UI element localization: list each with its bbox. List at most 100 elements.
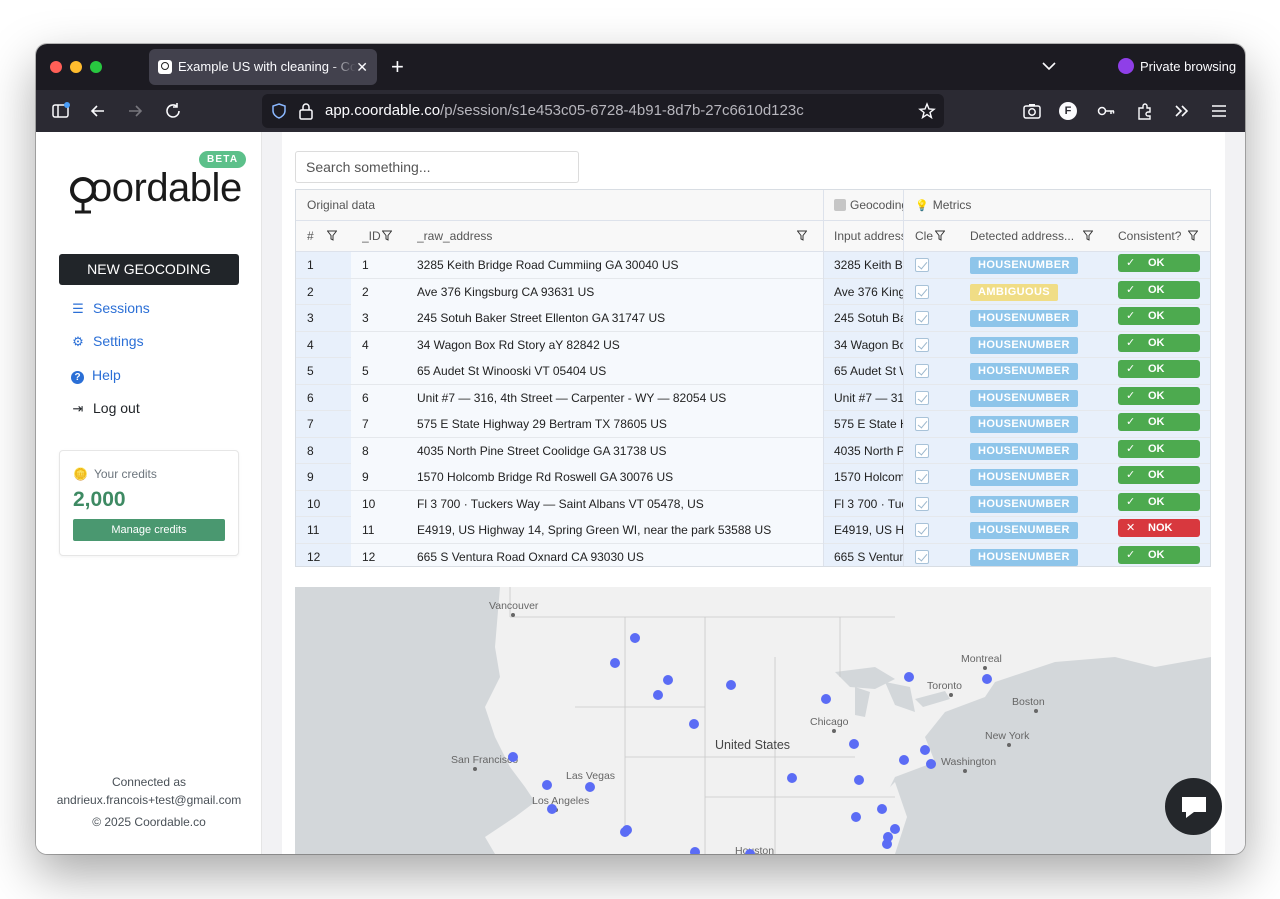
geocoded-marker[interactable] <box>653 690 663 700</box>
account-avatar-icon[interactable]: F <box>1059 102 1077 120</box>
tab-close-icon[interactable]: ✕ <box>356 59 368 75</box>
geocoded-marker[interactable] <box>610 658 620 668</box>
cleaned-checkbox[interactable] <box>915 364 929 378</box>
cleaned-checkbox[interactable] <box>915 311 929 325</box>
table-row[interactable]: 3 3 245 Sotuh Baker Street Ellenton GA 317… <box>296 305 1210 332</box>
col-header-consistent[interactable]: Consistent? <box>1118 229 1182 243</box>
chevron-down-icon[interactable] <box>1040 57 1058 75</box>
cell-input-address: 245 Sotuh Baker Street Ellenton GA 31747… <box>834 311 904 325</box>
sidebar-item-logout[interactable]: ⇥ Log out <box>72 400 140 416</box>
consistency-badge: ✓ OK <box>1118 386 1200 405</box>
bookmark-star-icon[interactable] <box>918 102 936 120</box>
table-row[interactable]: 7 7 575 E State Highway 29 Bertram TX 7860… <box>296 411 1210 438</box>
zoom-window-button[interactable] <box>90 61 102 73</box>
sidebar-item-help[interactable]: ? Help <box>71 367 121 384</box>
geocoded-marker[interactable] <box>547 804 557 814</box>
new-tab-button[interactable]: + <box>391 54 404 79</box>
geocoded-marker[interactable] <box>622 825 632 835</box>
lock-icon[interactable] <box>298 102 314 120</box>
filter-icon[interactable] <box>797 230 807 241</box>
filter-icon[interactable] <box>1083 230 1093 241</box>
table-row[interactable]: 10 10 Fl 3 700 · Tuckers Way — Saint Alban… <box>296 490 1210 517</box>
group-geocoding[interactable]: Geocoding <box>834 190 904 221</box>
geocoded-marker[interactable] <box>920 745 930 755</box>
geocoded-marker[interactable] <box>542 780 552 790</box>
back-icon[interactable] <box>87 100 109 122</box>
check-icon: ✓ <box>1126 363 1136 375</box>
cleaned-checkbox[interactable] <box>915 337 929 352</box>
geocoded-marker[interactable] <box>849 739 859 749</box>
geocoded-marker[interactable] <box>926 759 936 769</box>
reload-icon[interactable] <box>162 100 184 122</box>
geocoded-marker[interactable] <box>890 824 900 834</box>
cleaned-checkbox[interactable] <box>915 258 929 272</box>
key-icon[interactable] <box>1095 100 1117 122</box>
minimize-window-button[interactable] <box>70 61 82 73</box>
close-window-button[interactable] <box>50 61 62 73</box>
screenshot-icon[interactable] <box>1021 100 1043 122</box>
search-input[interactable]: Search something... <box>295 151 579 183</box>
filter-icon[interactable] <box>327 230 337 241</box>
geocoded-marker[interactable] <box>877 804 887 814</box>
col-header-raw-address[interactable]: _raw_address <box>417 229 493 243</box>
geocoded-marker[interactable] <box>821 694 831 704</box>
table-row[interactable]: 9 9 1570 Holcomb Bridge Rd Roswell GA 3007… <box>296 464 1210 491</box>
geocoded-marker[interactable] <box>585 782 595 792</box>
shield-icon[interactable] <box>270 102 288 120</box>
cleaned-checkbox[interactable] <box>915 496 929 511</box>
table-row[interactable]: 8 8 4035 North Pine Street Coolidge GA 317… <box>296 437 1210 464</box>
geocoded-marker[interactable] <box>854 775 864 785</box>
geocoded-marker[interactable] <box>630 633 640 643</box>
geocoded-marker[interactable] <box>663 675 673 685</box>
geocoded-marker[interactable] <box>982 674 992 684</box>
filter-icon[interactable] <box>1188 230 1198 241</box>
table-row[interactable]: 2 2 Ave 376 Kingsburg CA 93631 US Ave 376 K… <box>296 278 1210 305</box>
browser-tab[interactable]: Example US with cleaning - Coordable ✕ <box>149 49 377 85</box>
more-tools-icon[interactable] <box>1171 100 1193 122</box>
geocoded-marker[interactable] <box>508 752 518 762</box>
extensions-icon[interactable] <box>1134 100 1156 122</box>
col-header-id[interactable]: _ID <box>362 229 381 243</box>
cleaned-checkbox[interactable] <box>915 523 929 537</box>
col-header-cleaned[interactable]: Cleaned <box>915 229 933 243</box>
checkbox-icon[interactable] <box>834 199 846 211</box>
table-row[interactable]: 12 12 665 S Ventura Road Oxnard CA 93030 U… <box>296 543 1210 566</box>
geocoded-marker[interactable] <box>882 839 892 849</box>
geocoded-marker[interactable] <box>787 773 797 783</box>
geocoded-marker[interactable] <box>689 719 699 729</box>
cleaned-checkbox[interactable] <box>915 284 929 299</box>
col-header-input-address[interactable]: Input address <box>834 229 904 243</box>
cleaned-checkbox[interactable] <box>915 443 929 458</box>
sidebar-item-sessions[interactable]: ☰ Sessions <box>72 300 150 316</box>
coordable-logo[interactable]: oordable <box>90 166 242 210</box>
sidebar-toggle-icon[interactable] <box>50 100 72 122</box>
chat-launcher-button[interactable] <box>1165 778 1222 835</box>
url-bar[interactable]: app.coordable.co/p/session/s1e453c05-672… <box>262 94 944 128</box>
sidebar-item-settings[interactable]: ⚙ Settings <box>72 333 144 349</box>
forward-icon[interactable] <box>124 100 146 122</box>
table-row[interactable]: 1 1 3285 Keith Bridge Road Cummiing GA 300… <box>296 252 1210 279</box>
filter-icon[interactable] <box>935 230 945 241</box>
cleaned-checkbox[interactable] <box>915 549 929 564</box>
geocoded-marker[interactable] <box>690 847 700 854</box>
filter-icon[interactable] <box>382 230 392 241</box>
col-header-num[interactable]: # <box>307 229 314 243</box>
geocoded-marker[interactable] <box>904 672 914 682</box>
table-row[interactable]: 11 11 E4919, US Highway 14, Spring Green W… <box>296 517 1210 544</box>
new-geocoding-button[interactable]: NEW GEOCODING <box>59 254 239 285</box>
geocoded-marker[interactable] <box>899 755 909 765</box>
geocoded-marker[interactable] <box>745 849 755 854</box>
table-row[interactable]: 6 6 Unit #7 — 316, 4th Street — Carpenter … <box>296 384 1210 411</box>
url-text[interactable]: app.coordable.co/p/session/s1e453c05-672… <box>325 102 804 119</box>
menu-icon[interactable] <box>1208 100 1230 122</box>
col-header-detected[interactable]: Detected address... <box>970 229 1075 243</box>
table-row[interactable]: 5 5 65 Audet St Winooski VT 05404 US 65 Aud… <box>296 358 1210 385</box>
results-map[interactable]: Vancouver Montreal Toronto Boston Chicago New… <box>295 587 1211 854</box>
manage-credits-button[interactable]: Manage credits <box>73 519 225 541</box>
cleaned-checkbox[interactable] <box>915 390 929 405</box>
cleaned-checkbox[interactable] <box>915 470 929 484</box>
cleaned-checkbox[interactable] <box>915 417 929 431</box>
table-row[interactable]: 4 4 34 Wagon Box Rd Story aY 82842 US 34 Wa… <box>296 331 1210 358</box>
geocoded-marker[interactable] <box>851 812 861 822</box>
geocoded-marker[interactable] <box>726 680 736 690</box>
